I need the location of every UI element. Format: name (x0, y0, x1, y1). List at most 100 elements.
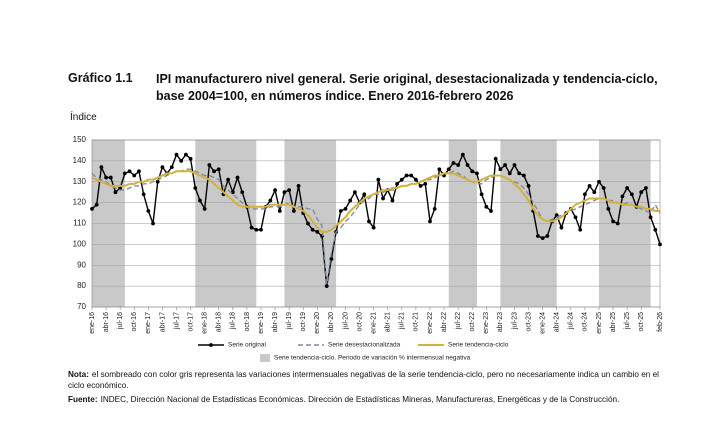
data-point (230, 190, 235, 195)
data-point (456, 163, 461, 167)
note-label: Nota: (68, 370, 89, 379)
data-point (517, 171, 522, 176)
data-point (639, 190, 644, 195)
data-point (465, 163, 470, 167)
data-point (399, 177, 404, 182)
data-point (254, 227, 259, 232)
x-tick-label: jul-23 (511, 312, 518, 330)
data-point (310, 227, 315, 232)
series-line (91, 168, 661, 285)
data-point (343, 206, 348, 211)
data-point (451, 161, 456, 165)
x-tick-label: abr-16 (103, 312, 110, 332)
data-point (404, 173, 409, 178)
y-axis-label: Índice (70, 112, 97, 123)
x-tick-label: oct-22 (469, 312, 476, 332)
data-point (475, 171, 479, 176)
data-point (137, 169, 141, 174)
chart: 70 80 90 100 110 120 130 140 150 ene-16 abr-16 jul-… (73, 135, 664, 362)
data-point (207, 163, 212, 167)
data-point (90, 206, 94, 211)
x-tick-label: ene-16 (89, 312, 96, 334)
data-point (432, 206, 437, 211)
x-tick-label: oct-23 (525, 312, 532, 332)
data-point (306, 221, 310, 226)
x-tick-label: abr-19 (272, 312, 279, 332)
legend-label: Serie desestacionalizada (328, 342, 401, 349)
note: Fuente: INDEC, Dirección Nacional de Esta… (68, 394, 668, 405)
data-point (287, 188, 292, 193)
data-point (141, 192, 146, 197)
note-label: Fuente: (68, 395, 98, 404)
data-point (127, 169, 132, 174)
data-point (658, 242, 662, 247)
data-point (188, 156, 193, 161)
data-point (484, 204, 489, 209)
data-point (381, 196, 385, 201)
data-point (146, 209, 151, 213)
data-point (601, 186, 606, 190)
data-point (296, 184, 301, 188)
data-point (99, 165, 104, 170)
data-point (362, 192, 367, 197)
data-point (503, 163, 507, 167)
data-point (498, 167, 503, 172)
data-point (606, 206, 611, 211)
x-tick-label: jul-17 (173, 312, 180, 330)
data-point (653, 227, 658, 232)
x-tick-label: abr-20 (328, 312, 335, 332)
data-point (104, 175, 108, 180)
data-point (395, 181, 400, 186)
data-point (122, 171, 127, 176)
data-point (113, 190, 118, 195)
x-tick-label: oct-24 (582, 312, 589, 332)
x-tick-label: ene-25 (596, 312, 603, 334)
data-point (437, 167, 442, 172)
y-tick-label: 130 (73, 177, 87, 186)
data-point (512, 163, 517, 167)
data-point (291, 209, 296, 213)
data-point (198, 198, 202, 203)
x-tick-label: oct-16 (131, 312, 138, 332)
legend-label: Serie original (228, 342, 266, 349)
data-point (174, 152, 179, 157)
data-point (202, 206, 207, 211)
data-point (587, 184, 592, 188)
series-line (91, 152, 661, 287)
x-tick-label: ene-23 (483, 312, 490, 334)
x-tick-label: jul-25 (624, 312, 631, 330)
x-tick-label: oct-21 (413, 312, 420, 332)
data-point (648, 215, 653, 220)
data-point (329, 257, 334, 261)
data-point (338, 209, 343, 213)
data-point (212, 169, 216, 174)
data-point (526, 184, 531, 188)
data-point (418, 184, 423, 188)
data-point (216, 167, 221, 172)
data-point (409, 173, 414, 178)
x-tick-label: ene-21 (370, 312, 377, 334)
x-tick-label: jul-20 (342, 312, 349, 330)
x-tick-label: jul-21 (399, 312, 406, 330)
data-point (493, 156, 498, 161)
data-point (268, 198, 273, 203)
data-point (489, 209, 493, 213)
data-point (536, 234, 540, 238)
data-point (282, 190, 287, 195)
y-tick-label: 110 (73, 219, 86, 228)
data-point (315, 229, 320, 234)
data-point (597, 179, 601, 184)
x-tick-label: jul-24 (568, 312, 575, 330)
x-tick-label: abr-23 (497, 312, 504, 332)
data-point (470, 169, 475, 174)
data-point (367, 219, 371, 224)
y-tick-label: 150 (73, 135, 87, 144)
y-tick-label: 70 (77, 302, 86, 311)
note: Nota: el sombreado con color gris represe… (68, 369, 668, 391)
data-point (179, 158, 184, 163)
x-tick-label: ene-24 (539, 312, 546, 334)
x-tick-label: abr-25 (610, 312, 617, 332)
x-tick-label: oct-20 (356, 312, 363, 332)
legend-label: Serie tendencia-ciclo (448, 342, 509, 349)
y-tick-label: 140 (73, 156, 87, 165)
